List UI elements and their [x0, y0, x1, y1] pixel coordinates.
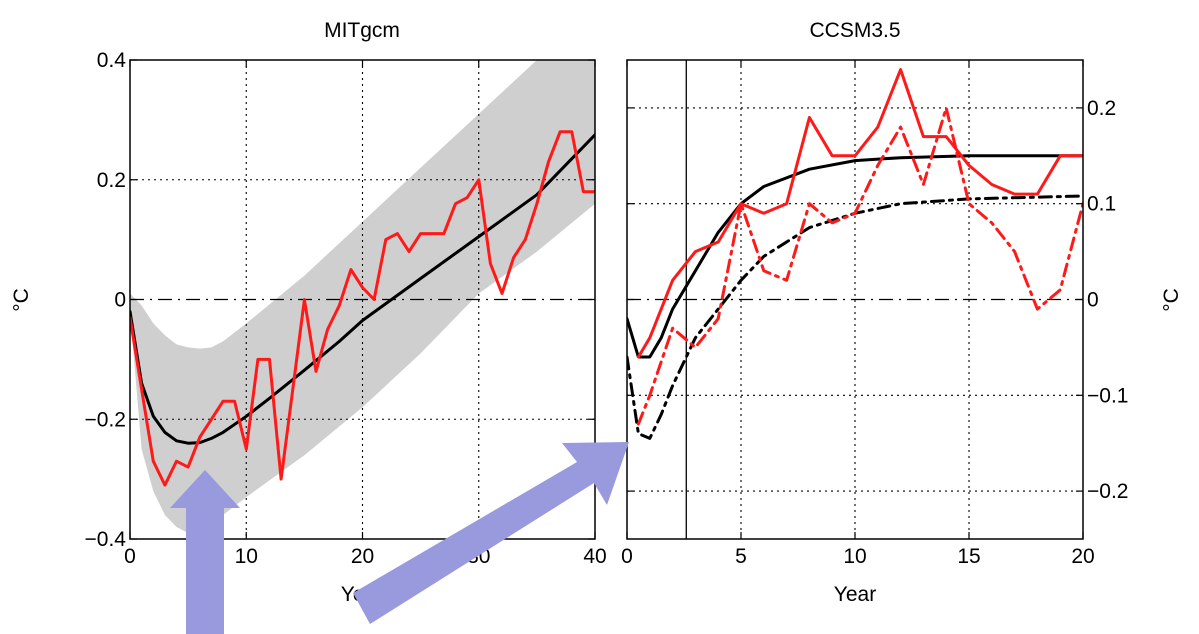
series-line-red-solid [636, 68, 1083, 359]
x-tick-label: 10 [843, 545, 866, 568]
x-tick-label: 20 [1071, 545, 1094, 568]
y-tick-label: 0.1 [1087, 193, 1116, 216]
series-line-red-dashdot [636, 106, 1083, 426]
y-tick-label: −0.4 [85, 528, 127, 551]
x-axis-label-ccsm: Year [834, 583, 876, 606]
y-axis-label-right: °C [1160, 288, 1183, 312]
series-line-red-solid [130, 130, 595, 487]
y-tick-label: 0.2 [97, 169, 126, 192]
chart-title-mitgcm: MITgcm [324, 19, 400, 42]
arrow-diagonal-icon [353, 442, 629, 624]
y-tick-label: 0.2 [1087, 97, 1116, 120]
y-tick-label: −0.1 [1087, 384, 1128, 407]
x-tick-label: 5 [735, 545, 747, 568]
y-tick-label: 0 [1087, 289, 1099, 312]
y-tick-label: −0.2 [1087, 480, 1128, 503]
y-axis-label-left: °C [10, 288, 33, 312]
x-tick-label: 0 [621, 545, 633, 568]
series-line-black-dashdot [627, 194, 1083, 440]
y-tick-label: 0.4 [97, 49, 127, 72]
y-tick-label: −0.2 [85, 408, 126, 431]
x-tick-label: 10 [235, 545, 258, 568]
x-tick-label: 40 [583, 545, 606, 568]
arrow-up-icon [170, 470, 240, 634]
series-line-black-solid [627, 154, 1083, 359]
x-tick-label: 0 [124, 545, 136, 568]
y-tick-label: 0 [114, 289, 126, 312]
x-tick-label: 15 [957, 545, 980, 568]
chart-title-ccsm: CCSM3.5 [809, 19, 900, 42]
uncertainty-band [130, 60, 595, 533]
panel-ccsm: CCSM3.5 0 5 10 15 20 −0.2 −0.1 0 0.1 0.2 °C Year [621, 19, 1183, 606]
series-line-black-solid [130, 133, 595, 445]
x-tick-label: 20 [351, 545, 374, 568]
